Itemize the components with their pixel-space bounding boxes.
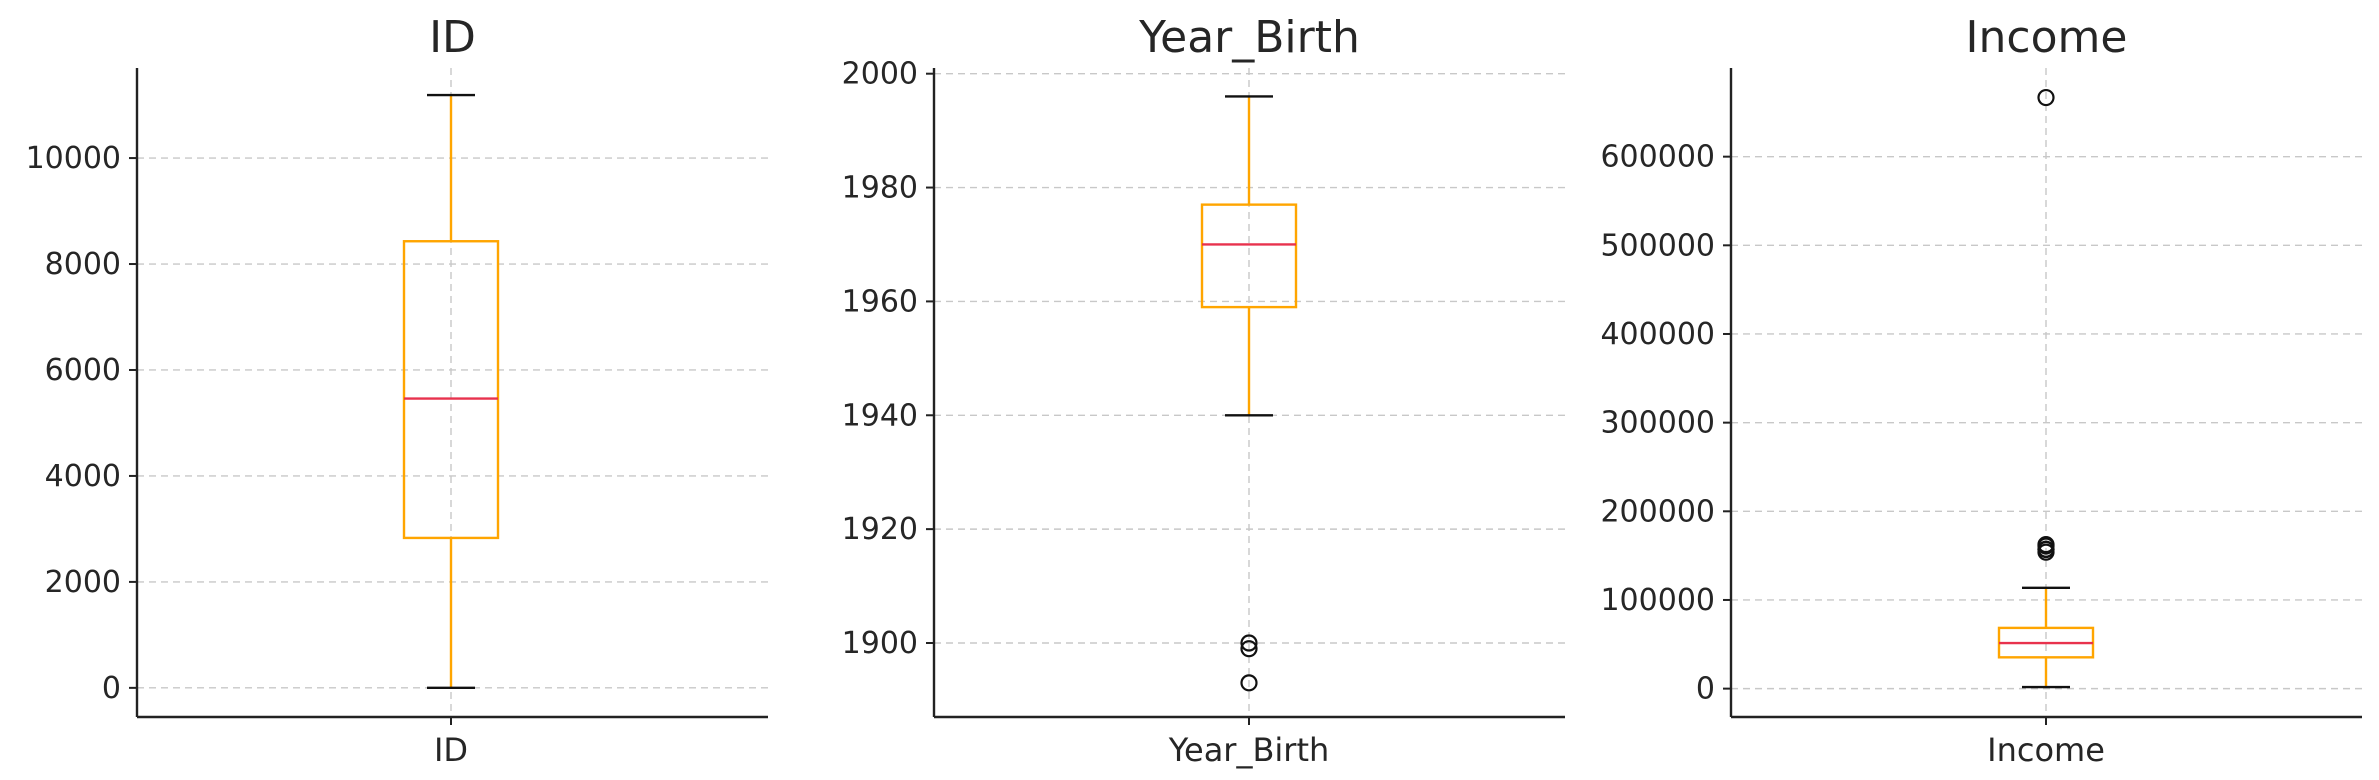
panel-title: Income (1966, 12, 2128, 63)
x-tick-label: Year_Birth (1168, 731, 1330, 769)
y-tick-label: 1940 (842, 398, 918, 433)
panel-id: 0 2000 4000 6000 8000 10000 ID ID (26, 12, 768, 769)
y-tick-label: 1920 (842, 512, 918, 547)
y-tick-label: 200000 (1600, 494, 1715, 529)
y-tick-label: 4000 (45, 459, 121, 494)
y-tick-label: 500000 (1600, 228, 1715, 263)
panel-year-birth: 1900 1920 1940 1960 1980 2000 Year_Birth Year_B… (842, 12, 1565, 769)
x-tick-label: Income (1987, 731, 2105, 769)
y-tick-label: 100000 (1600, 583, 1715, 618)
y-tick-label: 2000 (842, 57, 918, 92)
outlier-point (1240, 640, 1258, 658)
y-tick-label: 600000 (1600, 140, 1715, 175)
box-iqr (402, 240, 500, 540)
y-tick-label: 8000 (45, 247, 121, 282)
y-tick-label: 2000 (45, 565, 121, 600)
y-tick-label: 0 (102, 671, 121, 706)
x-tick-label: ID (434, 731, 468, 769)
outlier-point (1240, 634, 1258, 652)
y-tick-label: 6000 (45, 353, 121, 388)
outlier-point (2037, 536, 2055, 554)
y-tick-label: 400000 (1600, 317, 1715, 352)
y-tick-label: 300000 (1600, 406, 1715, 441)
panel-income: 0 100000 200000 300000 400000 500000 600000 Inc… (1600, 12, 2362, 769)
outlier-point (1240, 674, 1258, 692)
y-tick-label: 1960 (842, 284, 918, 319)
y-tick-label: 1980 (842, 171, 918, 206)
box-iqr (1200, 203, 1298, 309)
y-tick-label: 0 (1696, 672, 1715, 707)
panel-title: ID (429, 12, 476, 63)
y-tick-label: 10000 (26, 141, 121, 176)
y-tick-label: 1900 (842, 626, 918, 661)
outlier-point (2037, 88, 2055, 107)
panel-title: Year_Birth (1138, 12, 1360, 63)
